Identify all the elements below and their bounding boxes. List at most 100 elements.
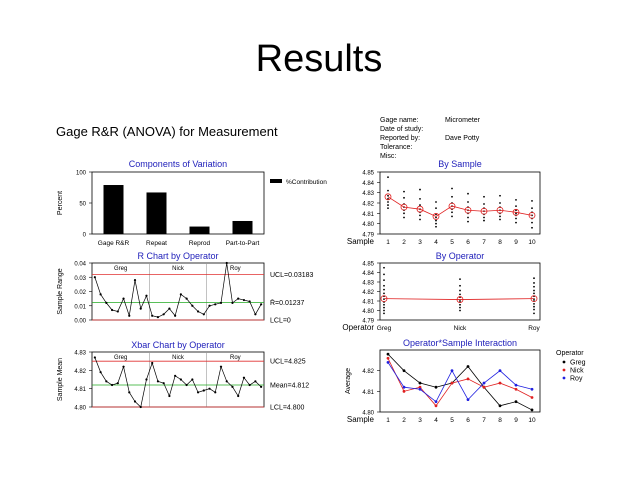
data-point	[434, 404, 438, 408]
data-point	[435, 219, 437, 222]
data-point	[533, 302, 535, 305]
data-point	[466, 377, 470, 381]
data-point	[386, 352, 390, 356]
x-tick-label: Gage R&R	[98, 240, 130, 247]
mean-marker	[432, 213, 440, 220]
data-point	[133, 400, 137, 403]
data-point	[435, 213, 437, 216]
data-point	[499, 218, 501, 221]
x-tick-label: 3	[418, 239, 422, 246]
center-label: Mean=4.812	[270, 383, 309, 390]
chart-title: Operator*Sample Interaction	[403, 338, 517, 348]
chart-title: By Operator	[436, 251, 485, 261]
ucl-label: UCL=0.03183	[270, 272, 314, 279]
operator-label: Roy	[230, 266, 241, 272]
data-point	[403, 196, 405, 199]
gage-info-label: Gage name:	[380, 117, 419, 124]
mean-marker	[480, 207, 488, 215]
data-point	[467, 201, 469, 203]
plot-frame	[379, 349, 541, 413]
data-point	[231, 385, 234, 388]
data-point	[208, 387, 211, 390]
data-point	[499, 202, 501, 204]
data-point	[459, 309, 461, 312]
data-point	[533, 305, 535, 308]
x-tick-label: Part-to-Part	[226, 240, 260, 247]
data-point	[515, 205, 517, 208]
y-tick-label: 4.81	[362, 212, 374, 218]
data-point	[174, 374, 177, 377]
data-point	[219, 365, 223, 368]
x-tick-label: 1	[386, 239, 390, 246]
y-tick-label: 0.00	[74, 319, 86, 325]
data-point	[403, 190, 405, 193]
data-point	[214, 391, 217, 394]
y-tick-label: 0.01	[74, 304, 86, 310]
data-point	[418, 385, 422, 389]
data-point	[133, 279, 137, 282]
y-tick-label: 0.03	[74, 276, 86, 282]
bar	[146, 192, 167, 234]
data-point	[254, 380, 257, 383]
mean-marker	[464, 206, 472, 214]
data-point	[418, 381, 422, 385]
data-point	[451, 187, 453, 190]
mean-marker	[456, 296, 464, 303]
data-point	[515, 212, 517, 215]
data-point	[122, 365, 125, 368]
mean-line	[387, 196, 533, 217]
data-point	[260, 385, 263, 388]
slide-title: Results	[255, 38, 383, 80]
data-point	[99, 371, 102, 374]
data-point	[139, 307, 142, 310]
data-point	[116, 310, 119, 313]
data-point	[533, 312, 535, 315]
y-tick-label: 4.85	[362, 262, 374, 268]
data-point	[451, 195, 453, 198]
mean-line	[383, 298, 535, 300]
x-tick-label: 10	[528, 417, 536, 424]
data-point	[514, 400, 518, 404]
data-point	[248, 383, 251, 387]
chart-title: Components of Variation	[129, 159, 227, 169]
mean-marker	[530, 295, 538, 303]
mean-marker	[400, 203, 408, 211]
data-point	[419, 214, 421, 217]
mean-marker	[380, 295, 388, 303]
x-tick-label: 6	[466, 417, 470, 424]
x-tick-label: Repeat	[146, 240, 167, 247]
data-point	[451, 211, 453, 214]
y-tick-label: 4.79	[362, 233, 374, 239]
data-point	[383, 312, 385, 315]
data-point	[93, 276, 96, 279]
x-tick-label: 2	[402, 417, 406, 424]
data-point	[531, 221, 533, 224]
data-point	[459, 289, 461, 292]
data-point	[533, 285, 535, 288]
data-point	[168, 307, 171, 310]
x-axis-label: Operator	[342, 323, 374, 332]
data-point	[459, 284, 461, 287]
data-point	[383, 309, 385, 312]
data-point	[168, 394, 171, 398]
y-tick-label: 4.83	[362, 281, 374, 287]
data-point	[214, 303, 217, 306]
data-point	[402, 369, 406, 373]
y-axis-label: Sample Range	[57, 268, 64, 314]
data-point	[386, 361, 390, 364]
data-point	[387, 197, 389, 200]
x-tick-label: 7	[482, 417, 486, 424]
data-point	[531, 226, 533, 229]
mean-marker	[448, 202, 456, 210]
data-point	[466, 365, 470, 368]
data-point	[128, 391, 131, 394]
gage-info-panel: Gage name: Micrometer Date of study: Repo…	[380, 116, 480, 161]
bar	[103, 185, 124, 234]
x-axis-label: Sample	[347, 237, 375, 246]
data-point	[248, 300, 251, 303]
data-point	[110, 383, 114, 387]
mean-marker	[512, 208, 520, 216]
data-point	[191, 304, 194, 307]
x-tick-label: Reprod	[189, 240, 211, 247]
y-tick-label: 50	[79, 202, 86, 208]
